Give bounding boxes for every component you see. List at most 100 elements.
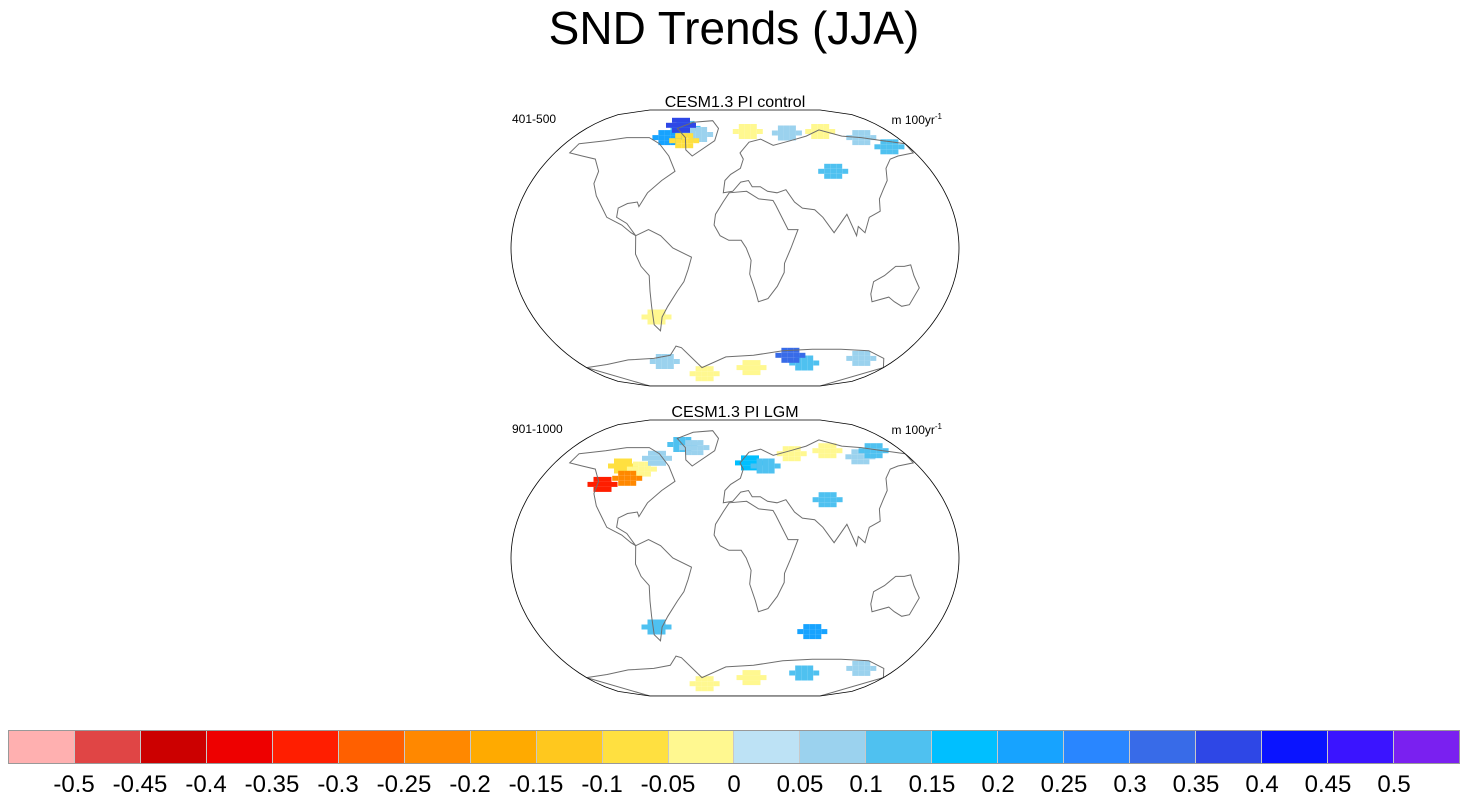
colorbar-tick-label: -0.2 xyxy=(449,771,491,798)
trend-cell xyxy=(744,129,751,134)
trend-cell xyxy=(661,364,668,369)
trend-cell xyxy=(754,675,761,681)
trend-cell xyxy=(864,443,871,449)
colorbar-swatch xyxy=(1328,731,1395,763)
trend-cell xyxy=(864,660,871,666)
trend-cell xyxy=(695,686,702,692)
trend-cell xyxy=(648,460,654,466)
trend-cell xyxy=(626,458,632,464)
trend-cell xyxy=(653,309,660,315)
trend-cell xyxy=(695,681,702,687)
trend-cell xyxy=(815,629,822,635)
map-boundary xyxy=(510,419,960,697)
trend-cell xyxy=(665,624,672,630)
trend-cell xyxy=(587,481,594,487)
trend-cell xyxy=(789,135,796,141)
trend-cell xyxy=(795,365,802,371)
trend-cell xyxy=(632,466,639,472)
trend-cell xyxy=(783,135,790,141)
panel-units-label: m 100yr-1 xyxy=(892,420,942,437)
colorbar-tick-label: 0.15 xyxy=(908,771,956,798)
trend-cell xyxy=(811,129,818,134)
trend-cell xyxy=(632,461,639,467)
trend-cell xyxy=(667,359,674,364)
trend-cell xyxy=(667,354,674,359)
colorbar-swatch xyxy=(206,731,273,763)
trend-cell xyxy=(768,458,775,464)
trend-cell xyxy=(858,660,865,666)
trend-cell xyxy=(678,122,684,128)
coastline-antarctica xyxy=(586,345,885,386)
trend-cell xyxy=(852,350,859,356)
trend-cell xyxy=(858,355,865,361)
colorbar xyxy=(8,730,1460,764)
trend-cell xyxy=(818,497,825,503)
colorbar-labels: -0.5 -0.45 -0.4 -0.35 -0.3 -0.25 -0.2 -0.15 -0.1… xyxy=(8,770,1460,800)
trend-cell xyxy=(684,117,690,123)
colorbar-tick-label: 0.25 xyxy=(1040,771,1088,798)
trend-cell xyxy=(789,130,796,136)
trend-cell xyxy=(870,448,877,454)
trend-cell xyxy=(741,465,747,471)
trend-cell xyxy=(892,139,899,145)
trend-cell xyxy=(673,359,680,364)
colorbar-swatch xyxy=(1130,731,1197,763)
trend-cell xyxy=(783,125,790,131)
trend-cell xyxy=(851,449,858,455)
trend-cell xyxy=(864,130,871,136)
colorbar-tick-label: -0.15 xyxy=(508,771,564,798)
trend-cell xyxy=(852,355,859,361)
trend-cell xyxy=(824,168,831,174)
trend-cell xyxy=(815,634,822,640)
trend-cell xyxy=(823,134,830,139)
trend-cell xyxy=(658,130,665,136)
trend-cell xyxy=(593,481,600,487)
trend-cell xyxy=(858,448,865,454)
colorbar-swatch xyxy=(800,731,867,763)
trend-cell xyxy=(687,138,694,144)
trend-cell xyxy=(659,619,666,625)
trend-cell xyxy=(713,371,720,377)
trend-cell xyxy=(675,138,682,144)
trend-cell xyxy=(781,352,788,358)
trend-cell xyxy=(697,440,704,446)
trend-cell xyxy=(636,475,643,481)
trend-cell xyxy=(874,144,881,150)
trend-cell xyxy=(701,132,708,137)
trend-cell xyxy=(760,675,767,681)
trend-cell xyxy=(756,468,763,474)
trend-cell xyxy=(795,670,802,676)
trend-cell xyxy=(817,134,824,139)
trend-cell xyxy=(701,376,708,382)
trend-cell xyxy=(750,463,757,469)
trend-cell xyxy=(695,132,702,137)
trend-cell xyxy=(707,371,714,377)
trend-cell xyxy=(858,670,865,676)
trend-cell xyxy=(679,437,686,442)
trend-cell xyxy=(647,624,654,630)
trend-cell xyxy=(742,680,749,686)
colorbar-tick-label: -0.5 xyxy=(53,771,95,798)
trend-cell xyxy=(870,665,877,671)
trend-cell xyxy=(660,450,666,456)
trend-cell xyxy=(789,670,796,676)
trend-cell xyxy=(803,624,810,630)
trend-cell xyxy=(689,127,696,132)
trend-cell xyxy=(892,149,899,155)
trend-cell xyxy=(701,127,708,132)
trend-cell xyxy=(687,133,694,139)
trend-cell xyxy=(892,144,899,150)
trend-cell xyxy=(775,352,782,358)
trend-cell xyxy=(880,139,887,145)
trend-cell xyxy=(675,133,682,139)
trend-cell xyxy=(836,448,843,454)
trend-cell xyxy=(777,125,784,131)
trend-cell xyxy=(782,451,789,457)
trend-cell xyxy=(685,450,692,456)
trend-cell xyxy=(836,497,843,503)
units-text: m 100yr xyxy=(891,423,935,437)
trend-cell xyxy=(754,360,761,366)
trend-cell xyxy=(630,470,637,476)
trend-cell xyxy=(750,124,757,129)
trend-cell xyxy=(658,140,665,146)
